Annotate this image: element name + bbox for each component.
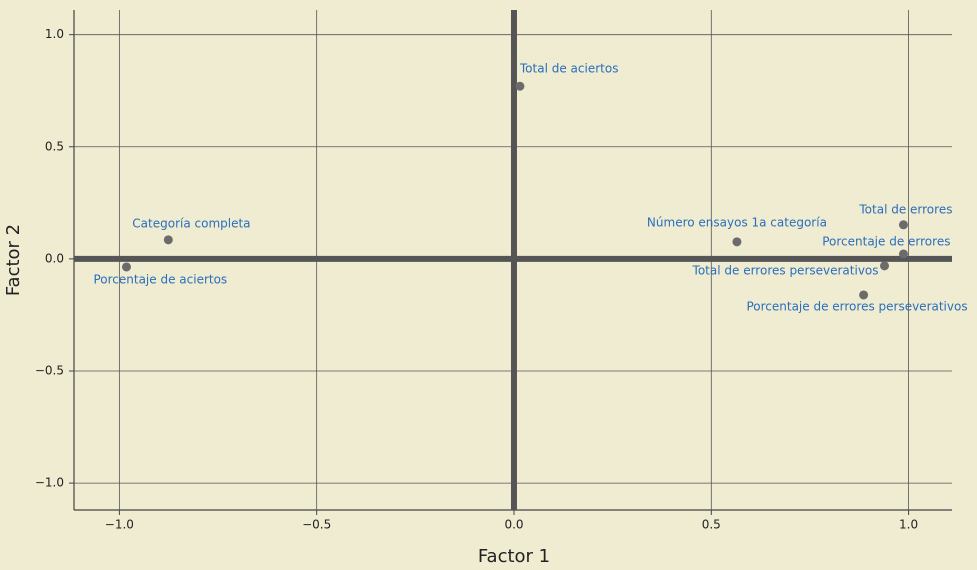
x-tick-label: −0.5: [302, 518, 331, 532]
point: [898, 249, 908, 259]
point: [898, 220, 908, 230]
y-tick-label: 0.0: [45, 251, 64, 265]
y-tick-label: 0.5: [45, 139, 64, 153]
point-label: Total de errores perseverativos: [692, 263, 879, 277]
y-tick-label: −0.5: [35, 363, 64, 377]
y-axis-title: Factor 2: [3, 224, 24, 296]
point: [732, 237, 742, 247]
point: [121, 262, 131, 272]
x-tick-label: 1.0: [899, 518, 918, 532]
point: [859, 290, 869, 300]
y-tick-label: 1.0: [45, 27, 64, 41]
x-tick-label: 0.0: [504, 518, 523, 532]
point: [880, 261, 890, 271]
point-label: Categoría completa: [132, 216, 250, 230]
point-label: Total de aciertos: [519, 62, 619, 76]
point-label: Total de errores: [858, 202, 952, 216]
x-tick-label: 0.5: [702, 518, 721, 532]
point-label: Porcentaje de aciertos: [93, 272, 227, 286]
x-tick-label: −1.0: [105, 518, 134, 532]
point-label: Porcentaje de errores: [822, 234, 950, 248]
x-axis-title: Factor 1: [478, 546, 550, 567]
y-tick-label: −1.0: [35, 476, 64, 490]
point: [163, 235, 173, 245]
point-label: Número ensayos 1a categoría: [647, 215, 827, 229]
point: [515, 81, 525, 91]
point-label: Porcentaje de errores perseverativos: [746, 299, 967, 313]
